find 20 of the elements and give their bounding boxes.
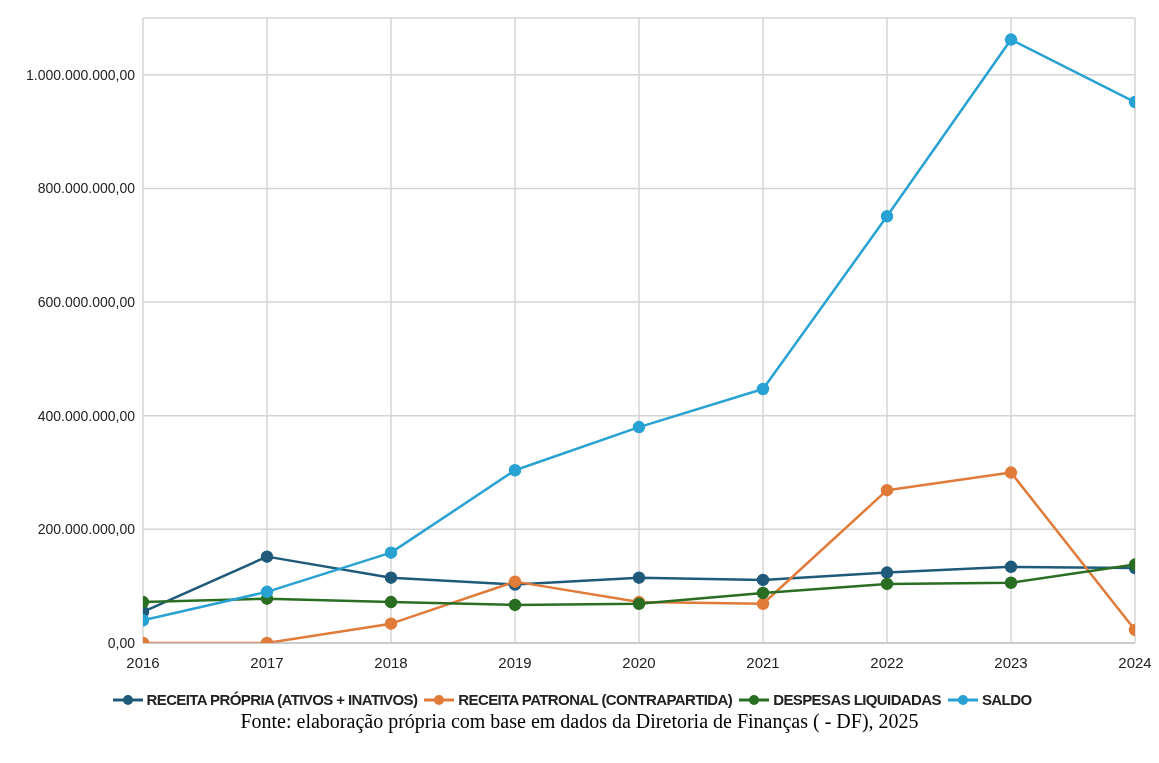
x-tick-label: 2024 <box>1118 653 1152 671</box>
x-tick-label: 2021 <box>746 653 780 671</box>
y-tick-label: 1.000.000.000,00 <box>26 66 136 83</box>
y-tick-label: 800.000.000,00 <box>37 180 136 197</box>
x-tick-label: 2017 <box>250 653 284 671</box>
x-tick-label: 2018 <box>374 653 408 671</box>
x-tick-label: 2022 <box>870 653 904 671</box>
x-tick-label: 2019 <box>498 653 532 671</box>
legend-label: DESPESAS LIQUIDADAS <box>772 691 941 708</box>
source-note: Fonte: elaboração própria com base em dados da Diretoria de Finanças ( - DF), 2025 <box>239 710 920 733</box>
x-tick-label: 2023 <box>994 653 1028 671</box>
x-tick-label: 2020 <box>622 653 656 671</box>
legend-label: SALDO <box>980 691 1032 708</box>
y-tick-label: 0,00 <box>107 634 136 651</box>
legend-label: RECEITA PATRONAL (CONTRAPARTIDA) <box>457 691 733 708</box>
y-tick-label: 200.000.000,00 <box>37 521 136 538</box>
y-tick-label: 600.000.000,00 <box>37 294 136 311</box>
y-tick-label: 400.000.000,00 <box>37 407 136 424</box>
legend-label: RECEITA PRÓPRIA (ATIVOS + INATIVOS) <box>145 691 418 708</box>
x-tick-label: 2016 <box>126 653 160 671</box>
